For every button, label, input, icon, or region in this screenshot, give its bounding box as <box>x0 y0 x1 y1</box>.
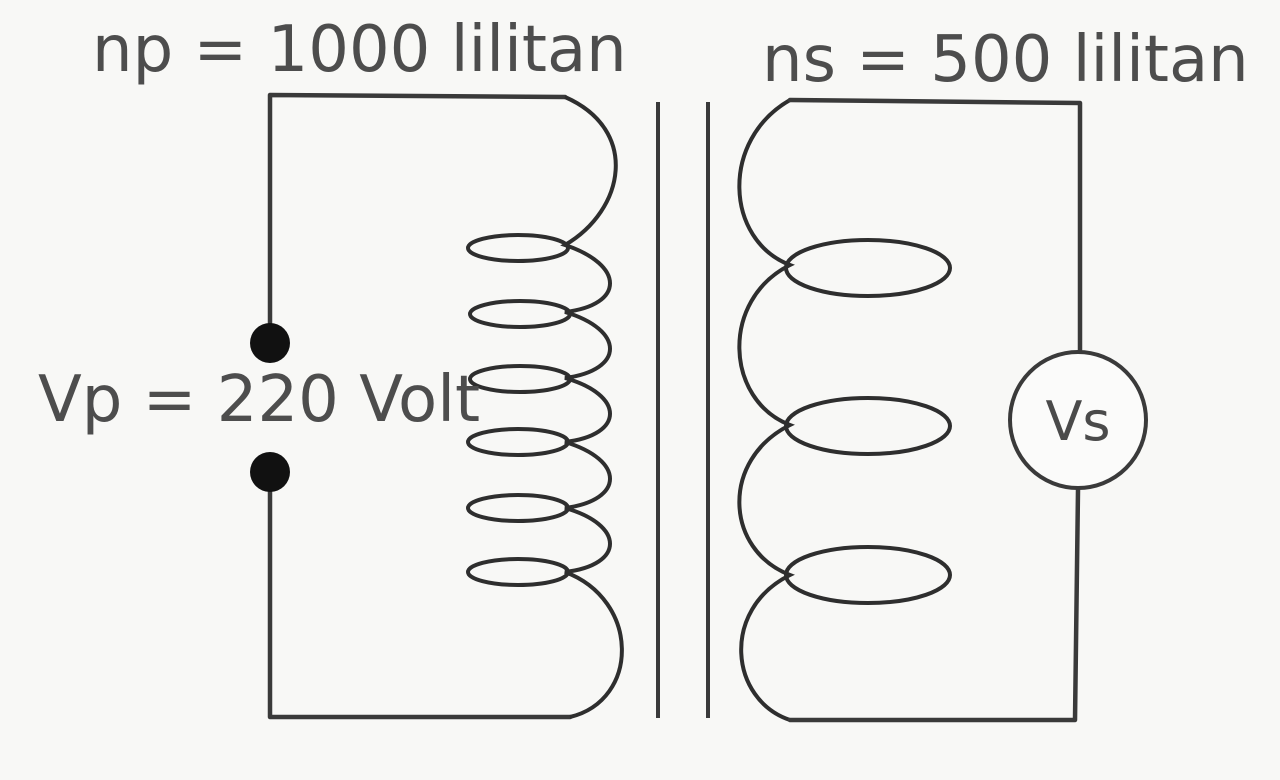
secondary-loop-2 <box>784 396 952 456</box>
voltmeter-circle <box>1008 350 1148 490</box>
primary-loop-6 <box>466 557 570 587</box>
secondary-loop-3 <box>784 545 952 605</box>
primary-turns-label: np = 1000 lilitan <box>92 13 627 87</box>
primary-top-wire <box>267 92 568 343</box>
secondary-coil-loops <box>784 238 952 605</box>
secondary-bottom-wire <box>787 487 1081 723</box>
primary-loop-5 <box>466 493 570 523</box>
primary-loop-1 <box>466 233 570 263</box>
secondary-loop-1 <box>784 238 952 298</box>
primary-coil-loops <box>466 233 572 587</box>
voltmeter-label: Vs <box>1045 390 1110 453</box>
primary-coil <box>560 95 624 719</box>
secondary-coil <box>737 98 795 722</box>
primary-loop-3 <box>468 364 572 394</box>
primary-voltage-label: Vp = 220 Volt <box>38 363 481 437</box>
primary-loop-2 <box>468 299 572 329</box>
secondary-top-wire <box>787 97 1083 353</box>
secondary-turns-label: ns = 500 lilitan <box>762 23 1249 97</box>
primary-terminal-top <box>250 323 290 363</box>
primary-loop-4 <box>466 427 570 457</box>
primary-bottom-wire <box>267 469 573 720</box>
primary-terminal-bottom <box>250 452 290 492</box>
